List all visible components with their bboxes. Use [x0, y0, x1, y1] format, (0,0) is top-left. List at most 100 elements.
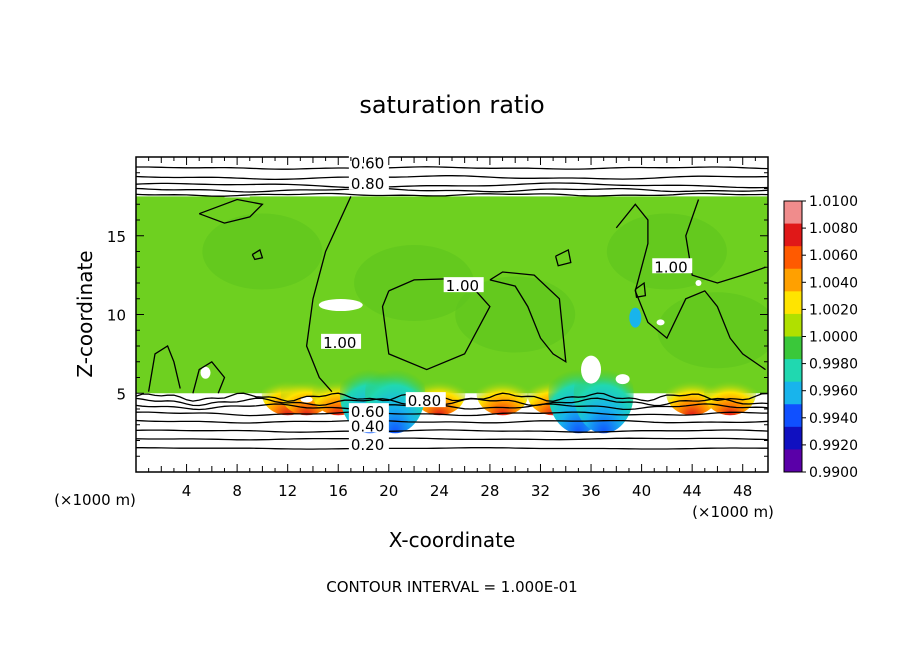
contour-line-upper: [136, 175, 768, 181]
green-patch: [202, 213, 323, 290]
contour-line-1-00: [192, 360, 226, 394]
colorbar-tick-label: 0.9900: [809, 465, 858, 481]
contour-label: 0.40: [351, 417, 384, 435]
subsaturation-spot: [629, 307, 642, 328]
contour-label: 1.00: [446, 277, 479, 295]
contour-label-bg: [348, 174, 389, 190]
colorbar: 1.0100 1.0080 1.0060 1.0040 1.0020 1.0000 0.99…: [783, 194, 858, 481]
contour-line-lower: [136, 447, 768, 450]
plot-area: [136, 157, 768, 472]
cloud-free-hole: [200, 366, 211, 379]
colorbar-tick-label: 1.0000: [809, 330, 858, 346]
contour-line-1-00: [305, 196, 352, 393]
contour-line-1-00: [615, 203, 766, 371]
y-tick-label: 5: [116, 385, 126, 403]
contour-line-1-00: [634, 281, 647, 298]
contour-label: 1.00: [323, 334, 356, 352]
contour-label-bg: [348, 436, 389, 452]
x-tick-label: 16: [329, 482, 348, 500]
green-patch: [455, 276, 576, 353]
contour-label-bg: [321, 333, 362, 349]
colorbar-swatch: [784, 268, 802, 292]
contour-line-1-00: [251, 248, 264, 261]
x-unit-label-right: (×1000 m): [692, 503, 774, 521]
colorbar-swatch: [784, 381, 802, 405]
colorbar-tick-label: 0.9940: [809, 411, 858, 427]
x-tick-label: 48: [733, 482, 752, 500]
y-tick-label: 10: [107, 307, 126, 325]
contour-line-1-00: [198, 198, 264, 224]
colorbar-swatch: [784, 359, 802, 383]
colorbar-tick-label: 0.9920: [809, 438, 858, 454]
colorbar-swatch: [784, 313, 802, 337]
colorbar-swatch: [784, 449, 802, 473]
contour-label: 0.60: [351, 403, 384, 421]
x-tick-label: 4: [182, 482, 192, 500]
colorbar-tick-label: 1.0100: [809, 194, 858, 210]
contour-line-lower: [136, 429, 768, 433]
colorbar-swatch: [784, 246, 802, 270]
contour-label-bg: [443, 277, 484, 293]
colorbar-swatch: [784, 223, 802, 247]
contour-line-lower: [136, 437, 768, 441]
x-tick-label: 40: [632, 482, 651, 500]
y-tick-label: 15: [107, 228, 126, 246]
contour-line-lower: [136, 403, 768, 411]
x-tick-label: 28: [480, 482, 499, 500]
x-tick-label: 32: [531, 482, 550, 500]
contour-line-lower: [136, 397, 768, 407]
y-axis: 5 10 15: [107, 172, 768, 457]
supersaturation-spot: [704, 371, 757, 416]
x-tick-label: 8: [232, 482, 242, 500]
colorbar-tick-label: 1.0080: [809, 221, 858, 237]
cloud-free-hole: [615, 374, 630, 385]
colorbar-tick-label: 0.9960: [809, 384, 858, 400]
contour-line-1-00: [147, 345, 181, 392]
cloud-field: [136, 194, 768, 434]
contour-label: 0.60: [351, 154, 384, 172]
cloud-free-hole: [695, 280, 702, 286]
contour-line-1-00: [489, 271, 567, 364]
contour-label-bg: [652, 258, 693, 274]
contour-interval-note: CONTOUR INTERVAL = 1.000E-01: [326, 578, 577, 596]
colorbar-tick-label: 1.0060: [809, 248, 858, 264]
x-axis: 4 8 12 16 20 24 28 32 36 40 44 48: [148, 157, 756, 500]
cloud-free-hole: [318, 299, 363, 312]
contour-label: 0.80: [408, 392, 441, 410]
green-patch: [606, 213, 727, 290]
x-tick-label: 20: [379, 482, 398, 500]
cloud-free-hole: [656, 319, 665, 326]
chart-title: saturation ratio: [359, 91, 544, 119]
x-tick-label: 36: [581, 482, 600, 500]
contour-label: 0.20: [351, 436, 384, 454]
contour-line-upper: [136, 187, 768, 193]
colorbar-swatch: [784, 426, 802, 450]
contour-label-bg: [348, 403, 389, 419]
contour-label-bg: [405, 392, 446, 408]
cloud-free-hole: [581, 355, 602, 384]
x-tick-label: 12: [278, 482, 297, 500]
contour-line-upper: [136, 192, 768, 197]
x-unit-label-left: (×1000 m): [54, 491, 136, 509]
colorbar-swatch: [784, 404, 802, 428]
colorbar-tick-label: 1.0020: [809, 302, 858, 318]
colorbar-tick-label: 1.0040: [809, 275, 858, 291]
green-patch: [657, 292, 768, 369]
contour-line-1-00: [685, 199, 766, 284]
contour-line-upper: [136, 166, 768, 170]
x-axis-label: X-coordinate: [389, 528, 516, 552]
colorbar-swatch: [784, 336, 802, 360]
contour-line-lower: [136, 392, 768, 403]
colorbar-swatch: [784, 291, 802, 315]
contour-line-1-00: [381, 277, 491, 371]
contour-labels: 0.600.801.001.001.000.800.600.400.20: [321, 154, 693, 454]
colorbar-swatch: [784, 201, 802, 225]
x-tick-label: 24: [430, 482, 449, 500]
cloud-free-hole: [300, 396, 313, 403]
colorbar-tick-label: 0.9980: [809, 357, 858, 373]
contour-line-1-00: [554, 248, 572, 267]
contour-line-lower: [136, 419, 768, 424]
contour-label-bg: [348, 417, 389, 433]
contour-lines: [136, 166, 768, 450]
contour-line-lower: [136, 411, 768, 417]
